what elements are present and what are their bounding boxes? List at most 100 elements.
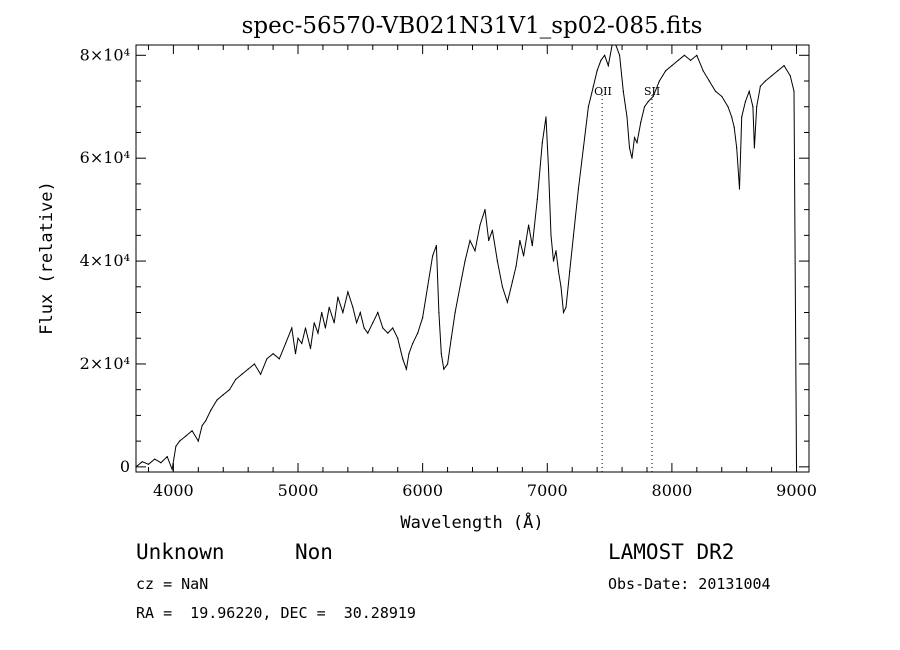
data-point bbox=[266, 358, 268, 360]
data-point bbox=[397, 337, 399, 339]
data-point bbox=[783, 64, 785, 67]
data-point bbox=[297, 337, 299, 339]
x-tick-label: 6000 bbox=[402, 481, 443, 500]
x-tick-label: 9000 bbox=[776, 481, 817, 500]
line-annotations: OII SII bbox=[594, 85, 660, 472]
data-point bbox=[484, 209, 486, 211]
data-point bbox=[545, 116, 547, 118]
data-point bbox=[333, 322, 335, 324]
data-point bbox=[253, 363, 255, 365]
data-point bbox=[417, 332, 419, 334]
data-point bbox=[643, 106, 646, 108]
spectrum-series bbox=[135, 44, 798, 472]
data-point bbox=[550, 234, 552, 236]
data-point bbox=[197, 440, 199, 442]
data-point bbox=[363, 327, 365, 329]
data-point bbox=[464, 260, 466, 262]
data-point bbox=[185, 435, 187, 437]
data-point bbox=[491, 229, 494, 231]
data-point bbox=[367, 332, 369, 334]
data-point bbox=[702, 70, 704, 72]
data-point bbox=[596, 70, 598, 72]
annotation-label: OII bbox=[594, 85, 612, 98]
data-point bbox=[733, 126, 735, 128]
survey-label: LAMOST DR2 bbox=[608, 540, 735, 564]
data-point bbox=[488, 239, 490, 242]
data-point bbox=[569, 270, 571, 272]
data-point bbox=[474, 250, 476, 252]
data-point bbox=[562, 311, 565, 314]
data-point bbox=[547, 167, 550, 170]
data-point bbox=[696, 54, 698, 56]
class-label: Unknown bbox=[136, 540, 225, 564]
data-point bbox=[141, 461, 143, 463]
data-point bbox=[260, 373, 262, 375]
data-point bbox=[405, 368, 408, 370]
data-point bbox=[572, 234, 575, 236]
data-point bbox=[201, 425, 203, 427]
annotation-label: SII bbox=[644, 85, 660, 98]
data-point bbox=[721, 95, 723, 98]
data-point bbox=[527, 224, 530, 226]
data-point bbox=[522, 255, 525, 257]
y-tick-label: 6×10⁴ bbox=[80, 148, 130, 167]
data-point bbox=[731, 116, 733, 118]
data-point bbox=[291, 327, 293, 329]
data-point bbox=[665, 70, 667, 72]
data-point bbox=[631, 157, 633, 159]
y-tick-label: 2×10⁴ bbox=[80, 354, 130, 373]
subclass-label: Non bbox=[295, 540, 333, 564]
data-point bbox=[147, 463, 150, 465]
chart-title: spec-56570-VB021N31V1_sp02-085.fits bbox=[242, 13, 703, 39]
data-point bbox=[382, 327, 384, 329]
data-point bbox=[154, 458, 156, 460]
data-point bbox=[560, 286, 562, 288]
data-point bbox=[756, 106, 758, 108]
data-point bbox=[372, 322, 374, 324]
data-point bbox=[342, 311, 344, 314]
data-point bbox=[671, 64, 673, 67]
data-point bbox=[454, 311, 456, 314]
data-point bbox=[278, 358, 280, 360]
data-point bbox=[753, 147, 756, 149]
data-point bbox=[690, 59, 692, 62]
data-point bbox=[600, 59, 602, 62]
data-point bbox=[166, 455, 168, 458]
data-point bbox=[479, 224, 481, 226]
y-axis-label: Flux (relative) bbox=[37, 181, 57, 335]
data-point bbox=[622, 90, 624, 92]
plot-frame bbox=[135, 44, 810, 473]
data-point bbox=[228, 389, 231, 391]
data-point bbox=[565, 306, 567, 308]
data-point bbox=[443, 368, 445, 370]
data-point bbox=[309, 347, 312, 350]
data-point bbox=[652, 95, 654, 98]
x-tick-label: 8000 bbox=[652, 481, 693, 500]
data-point bbox=[764, 80, 766, 82]
data-point bbox=[683, 54, 685, 56]
data-point bbox=[317, 332, 319, 334]
data-point bbox=[135, 466, 137, 468]
data-point bbox=[450, 337, 452, 339]
data-point bbox=[789, 75, 791, 77]
data-point bbox=[607, 64, 609, 67]
data-point bbox=[628, 147, 631, 149]
data-point bbox=[432, 255, 434, 257]
spectrum-line bbox=[135, 44, 797, 472]
data-point bbox=[446, 363, 449, 365]
data-point bbox=[205, 419, 207, 422]
x-tick-label: 5000 bbox=[278, 481, 319, 500]
data-point bbox=[744, 100, 747, 103]
data-point bbox=[337, 296, 339, 298]
obs-date-text: Obs-Date: 20131004 bbox=[608, 575, 771, 593]
data-point bbox=[536, 198, 538, 200]
data-point bbox=[359, 311, 361, 314]
data-point bbox=[408, 353, 410, 355]
data-point bbox=[714, 90, 717, 92]
data-point bbox=[604, 54, 606, 56]
data-point bbox=[352, 306, 354, 308]
data-point bbox=[377, 311, 379, 314]
redshift-text: cz = NaN bbox=[136, 575, 209, 593]
x-tick-label: 7000 bbox=[527, 481, 568, 500]
